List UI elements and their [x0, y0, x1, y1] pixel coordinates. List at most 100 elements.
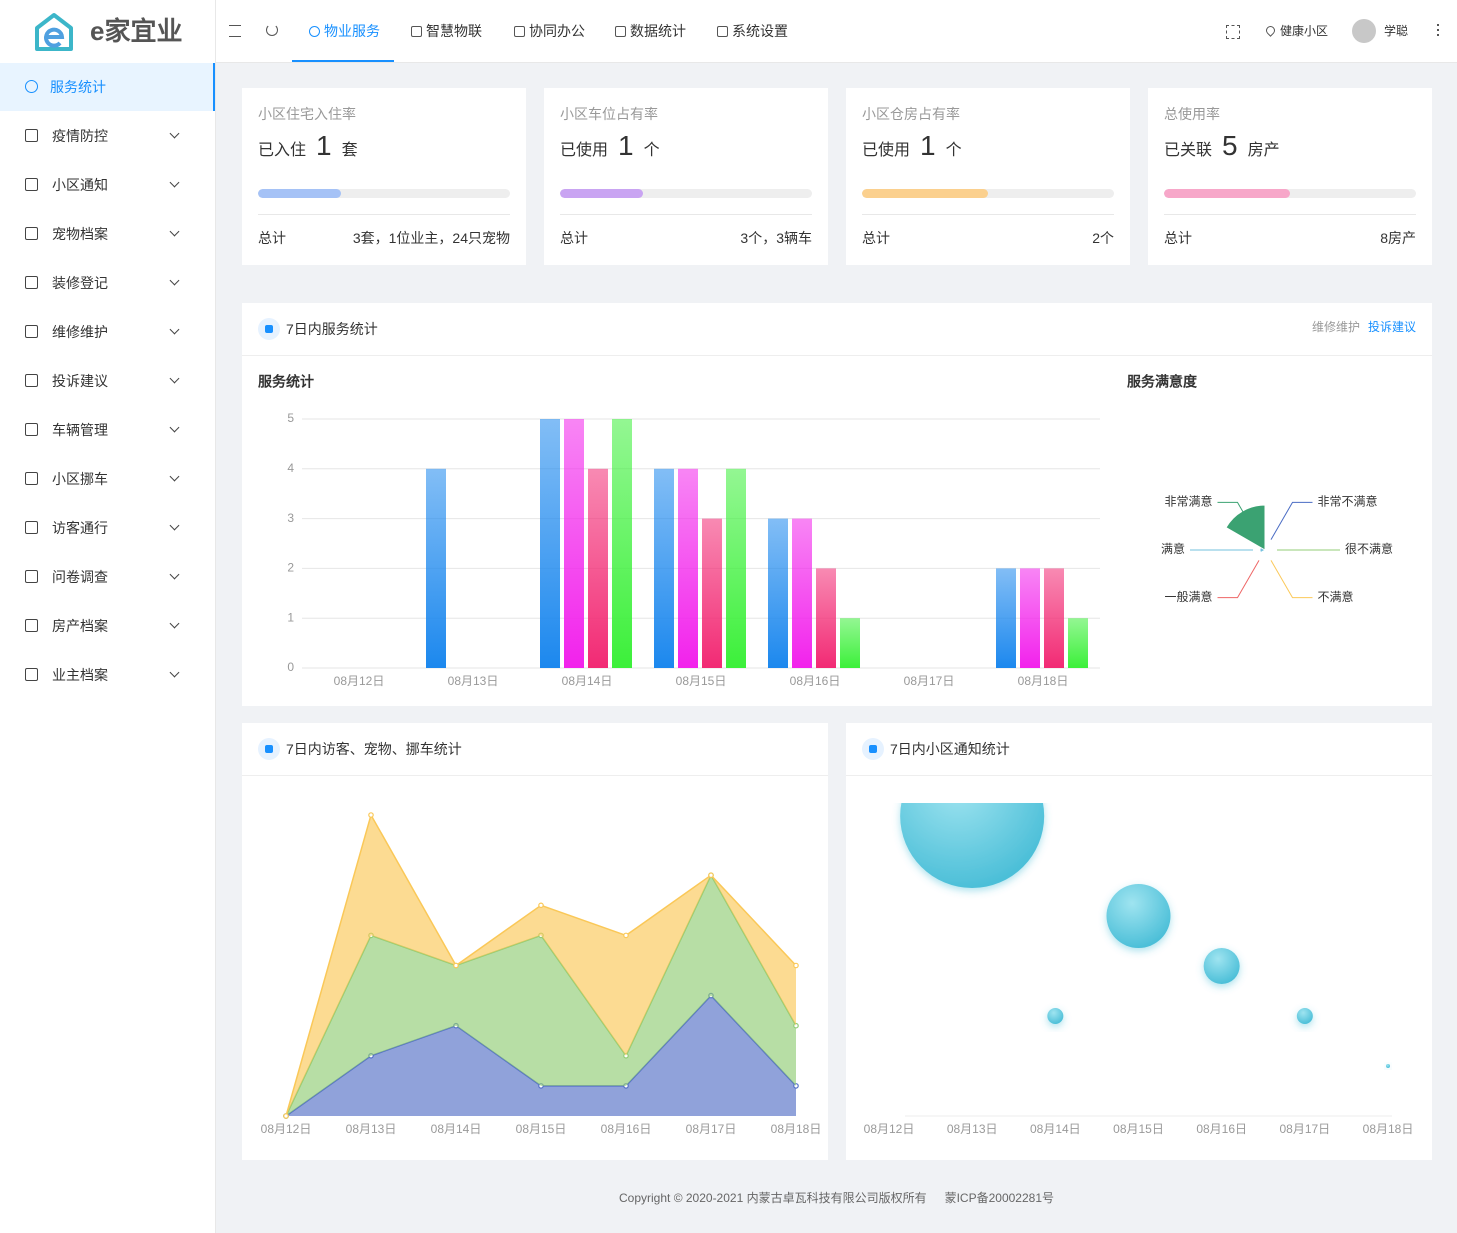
stat-title: 小区仓房占有率 [862, 106, 960, 122]
menu-item[interactable]: 疫情防控 [0, 112, 215, 160]
menu-icon [25, 423, 38, 436]
progress-track [258, 189, 510, 198]
nav-icon [309, 26, 320, 37]
footer-icp: 蒙ICP备20002281号 [944, 1191, 1054, 1205]
pin-icon [1264, 24, 1277, 37]
footer-copyright: Copyright © 2020-2021 内蒙古卓瓦科技有限公司版权所有 [619, 1191, 927, 1205]
total-value: 8房产 [1380, 230, 1416, 246]
menu-item[interactable]: 服务统计 [0, 63, 215, 111]
progress-bar [560, 189, 644, 198]
stat-card: 小区住宅入住率 已入住 1 套总计 3套，1位业主，24只宠物 [242, 88, 526, 265]
panel-title: 7日内小区通知统计 [890, 741, 1010, 757]
chevron [169, 569, 180, 580]
menu-item[interactable]: 车辆管理 [0, 406, 215, 454]
menu-item[interactable]: 宠物档案 [0, 210, 215, 258]
stat-title: 总使用率 [1164, 106, 1220, 122]
panel: 7日内访客、宠物、挪车统计 [242, 723, 828, 1160]
panel-links: 维修维护 投诉建议 [1312, 303, 1416, 351]
more-icon[interactable] [1437, 24, 1439, 26]
panel-header [242, 723, 828, 776]
chevron [169, 373, 180, 384]
stat-value: 5 [1222, 130, 1238, 161]
menu-toggle[interactable] [229, 25, 241, 37]
user-name[interactable]: 学聪 [1384, 24, 1409, 38]
chevron [169, 471, 180, 482]
nav-item[interactable]: 系统设置 [732, 23, 788, 39]
menu-item[interactable]: 访客通行 [0, 504, 215, 552]
total-label: 总计 [1164, 230, 1192, 246]
stat-card: 小区仓房占有率 已使用 1 个总计 2个 [846, 88, 1130, 265]
progress-bar [1164, 189, 1290, 198]
divider [1164, 214, 1416, 215]
logo-icon [35, 13, 73, 51]
panel-icon [258, 738, 280, 760]
menu-item[interactable]: 小区通知 [0, 161, 215, 209]
chevron [169, 422, 180, 433]
chevron [169, 128, 180, 139]
menu-label: 小区通知 [52, 177, 108, 193]
nav-item[interactable]: 数据统计 [630, 23, 686, 39]
menu-label: 车辆管理 [52, 422, 108, 438]
chevron [169, 177, 180, 188]
total-label: 总计 [862, 230, 890, 246]
panel-icon [862, 738, 884, 760]
panel-icon-glyph [869, 745, 877, 753]
divider [258, 214, 510, 215]
menu-item[interactable]: 维修维护 [0, 308, 215, 356]
stat-unit: 个 [945, 142, 962, 159]
chevron [169, 618, 180, 629]
chevron [169, 226, 180, 237]
menu-label: 小区挪车 [52, 471, 108, 487]
menu-item[interactable]: 小区挪车 [0, 455, 215, 503]
menu-icon [25, 325, 38, 338]
panel: 7日内小区通知统计 [846, 723, 1432, 1160]
menu-label: 业主档案 [52, 667, 108, 683]
menu-icon [25, 472, 38, 485]
panel-link[interactable]: 维修维护 [1311, 320, 1360, 334]
menu-label: 访客通行 [52, 520, 108, 536]
community[interactable]: 健康小区 [1280, 24, 1329, 38]
menu-icon [25, 570, 38, 583]
nav-item[interactable]: 物业服务 [324, 23, 380, 39]
menu-icon [25, 668, 38, 681]
total-value: 3套，1位业主，24只宠物 [352, 230, 510, 246]
nav-icon [514, 26, 525, 37]
menu-item[interactable]: 房产档案 [0, 602, 215, 650]
stat-line: 已使用 1 个 [862, 130, 962, 170]
stat-prefix: 已使用 [560, 142, 609, 159]
nav-underline [292, 60, 394, 62]
stat-unit: 套 [341, 142, 358, 159]
panel-icon-glyph [265, 745, 273, 753]
total-value: 3个，3辆车 [740, 230, 812, 246]
menu-icon [25, 178, 38, 191]
panel-title: 7日内服务统计 [286, 321, 378, 337]
stat-card: 小区车位占有率 已使用 1 个总计 3个，3辆车 [544, 88, 828, 265]
logo-text: e家宜业 [90, 16, 183, 46]
progress-bar [862, 189, 988, 198]
stat-prefix: 已入住 [258, 142, 307, 159]
panel-icon [258, 318, 280, 340]
nav-icon [411, 26, 422, 37]
chevron [169, 324, 180, 335]
fullscreen-icon[interactable] [1226, 25, 1240, 39]
menu-icon [25, 276, 38, 289]
stat-line: 已使用 1 个 [560, 130, 660, 170]
panel-link[interactable]: 投诉建议 [1367, 320, 1416, 334]
chevron [169, 667, 180, 678]
progress-track [862, 189, 1114, 198]
nav-item[interactable]: 协同办公 [529, 23, 585, 39]
stat-value: 1 [316, 130, 332, 161]
nav-item[interactable]: 智慧物联 [426, 23, 482, 39]
stat-card: 总使用率 已关联 5 房产 总计 8房产 [1148, 88, 1432, 265]
menu-icon [25, 374, 38, 387]
panel: 7日内服务统计 维修维护 投诉建议 [242, 303, 1432, 706]
nav-icon [717, 26, 728, 37]
menu-item[interactable]: 投诉建议 [0, 357, 215, 405]
menu-label: 服务统计 [50, 79, 106, 95]
menu-item[interactable]: 问卷调查 [0, 553, 215, 601]
menu-item[interactable]: 装修登记 [0, 259, 215, 307]
refresh-icon[interactable] [266, 24, 278, 36]
menu-item[interactable]: 业主档案 [0, 651, 215, 699]
panel-icon-glyph [265, 325, 273, 333]
stat-value: 1 [920, 130, 936, 161]
